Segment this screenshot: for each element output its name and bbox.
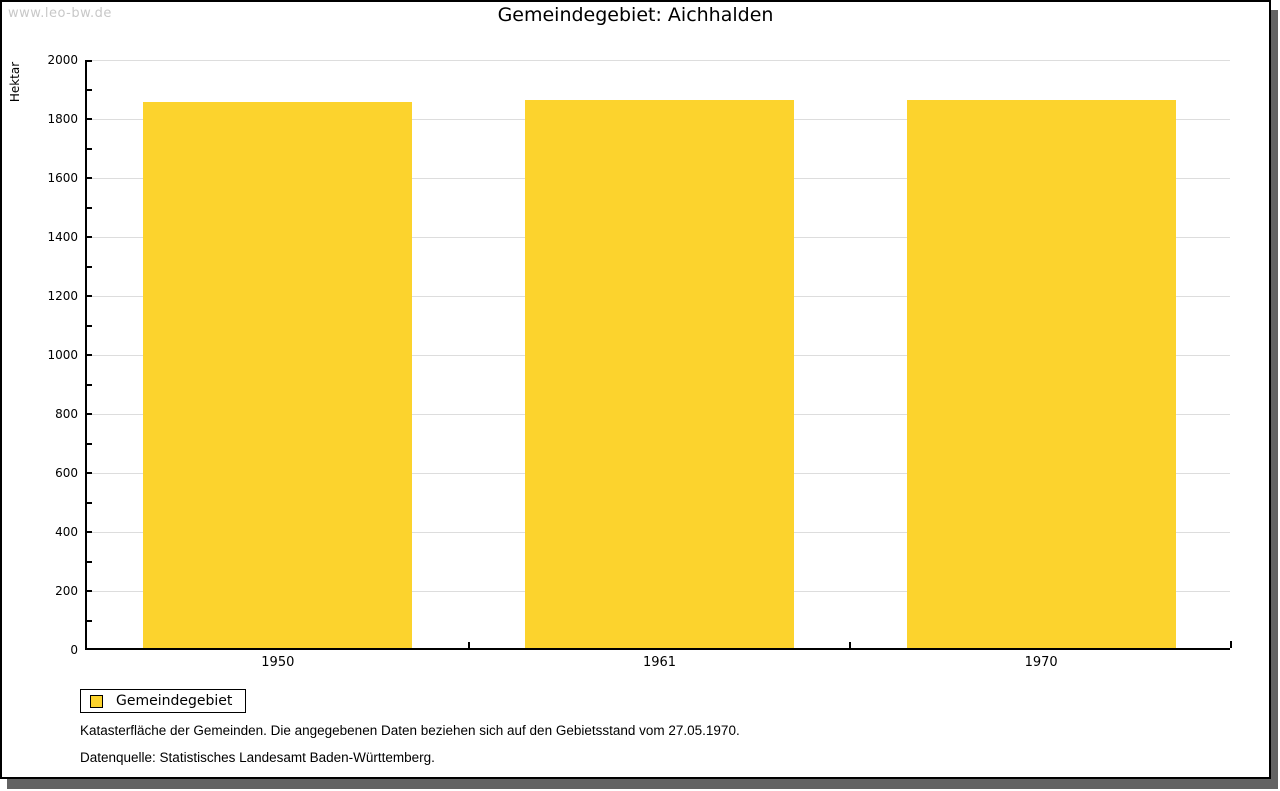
- y-tick: [87, 236, 92, 238]
- y-tick: [87, 354, 92, 356]
- y-tick: [87, 118, 92, 120]
- footnotes: Katasterfläche der Gemeinden. Die angege…: [80, 723, 740, 777]
- y-tick: [87, 60, 92, 62]
- footnote-data-source: Datenquelle: Statistisches Landesamt Bad…: [80, 750, 435, 765]
- y-tick: [87, 265, 92, 268]
- y-tick: [87, 383, 92, 386]
- y-tick-label: 1000: [47, 348, 78, 362]
- y-tick: [87, 324, 92, 327]
- y-axis-title: Hektar: [8, 61, 22, 103]
- legend: Gemeindegebiet: [80, 689, 247, 713]
- x-tick-label-1950: 1950: [261, 655, 295, 670]
- y-tick: [87, 501, 92, 504]
- y-tick: [87, 560, 92, 563]
- y-tick: [87, 472, 92, 474]
- y-tick-label: 200: [55, 584, 78, 598]
- x-axis-end-tick: [1230, 641, 1232, 648]
- y-tick: [87, 413, 92, 415]
- y-tick: [87, 531, 92, 533]
- bar-1961: [524, 100, 795, 648]
- chart-window: www.leo-bw.de Gemeindegebiet: Aichhalden…: [0, 0, 1271, 779]
- footnote-source-note: Katasterfläche der Gemeinden. Die angege…: [80, 723, 740, 738]
- x-tick: [467, 642, 470, 648]
- legend-label: Gemeindegebiet: [116, 693, 233, 709]
- y-tick-label: 1600: [47, 171, 78, 185]
- y-tick: [87, 590, 92, 592]
- y-tick: [87, 295, 92, 297]
- bar-1950: [143, 101, 413, 648]
- y-tick: [87, 442, 92, 445]
- bar-1970: [906, 100, 1176, 648]
- legend-swatch-icon: [90, 694, 103, 708]
- watermark: www.leo-bw.de: [8, 6, 112, 21]
- y-tick-label: 2000: [47, 53, 78, 67]
- x-tick-label-1970: 1970: [1024, 655, 1058, 670]
- x-tick: [849, 642, 852, 648]
- y-tick: [87, 147, 92, 150]
- y-tick-label: 0: [70, 643, 78, 657]
- y-tick: [87, 177, 92, 179]
- y-tick-label: 1800: [47, 112, 78, 126]
- y-tick: [87, 619, 92, 622]
- x-tick-label-1961: 1961: [642, 655, 677, 670]
- y-tick-label: 600: [55, 466, 78, 480]
- y-tick-label: 800: [55, 407, 78, 421]
- plot-area: 200 400 600 800 1000 1200 1400 1600 1800 2000 0 195…: [47, 53, 1232, 670]
- y-tick-label: 400: [55, 525, 78, 539]
- y-tick: [87, 206, 92, 209]
- y-tick-label: 1400: [47, 230, 78, 244]
- y-tick-label: 1200: [47, 289, 78, 303]
- y-tick: [87, 88, 92, 91]
- gridline: [87, 60, 1230, 61]
- chart-title: Gemeindegebiet: Aichhalden: [497, 4, 774, 26]
